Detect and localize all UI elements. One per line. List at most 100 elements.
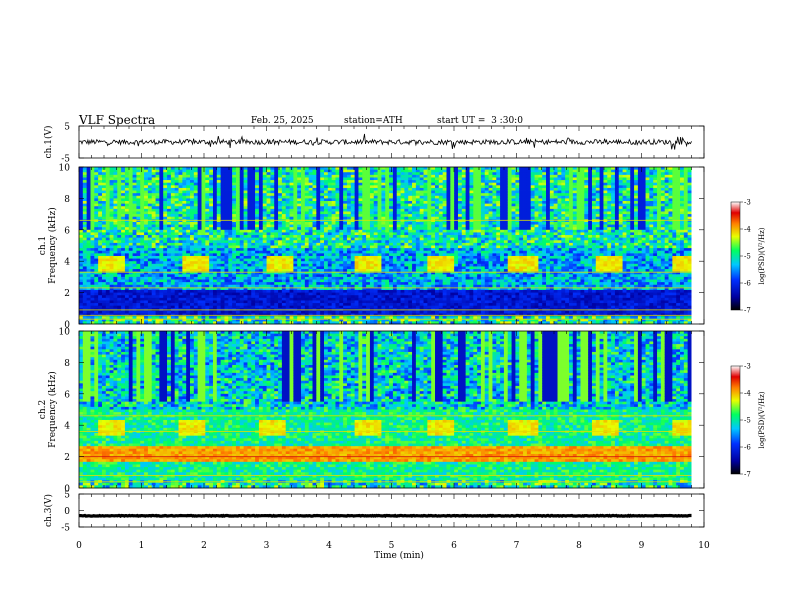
spectrogram-cell bbox=[270, 256, 274, 259]
spectrogram-cell bbox=[381, 264, 385, 267]
spectrogram-cell bbox=[328, 300, 332, 303]
spectrogram-cell bbox=[381, 303, 385, 306]
spectrogram-cell bbox=[121, 201, 125, 204]
spectrogram-cell bbox=[94, 217, 98, 220]
spectrogram-cell bbox=[117, 246, 121, 249]
spectrogram-cell bbox=[286, 282, 290, 285]
spectrogram-cell bbox=[270, 204, 274, 207]
spectrogram-cell bbox=[148, 266, 152, 269]
spectrogram-cell bbox=[309, 256, 313, 259]
spectrogram-cell bbox=[309, 167, 313, 170]
spectrogram-cell bbox=[121, 253, 125, 256]
spectrogram-cell bbox=[324, 266, 328, 269]
spectrogram-cell bbox=[79, 266, 83, 269]
spectrogram-cell bbox=[133, 183, 137, 186]
spectrogram-cell bbox=[186, 316, 190, 319]
spectrogram-cell bbox=[259, 227, 263, 230]
spectrogram-cell bbox=[175, 230, 179, 233]
spectrogram-cell bbox=[205, 193, 209, 196]
spectrogram-cell bbox=[186, 277, 190, 280]
spectrogram-cell bbox=[83, 191, 87, 194]
spectrogram-cell bbox=[110, 183, 114, 186]
spectrogram-cell bbox=[167, 261, 171, 264]
spectrogram-cell bbox=[136, 211, 140, 214]
spectrogram-cell bbox=[133, 266, 137, 269]
spectrogram-cell bbox=[224, 232, 228, 235]
spectrogram-cell bbox=[102, 269, 106, 272]
spectrogram-cell bbox=[293, 277, 297, 280]
spectrogram-cell bbox=[244, 290, 248, 293]
spectrogram-cell bbox=[171, 264, 175, 267]
spectrogram-cell bbox=[263, 256, 267, 259]
spectrogram-cell bbox=[378, 285, 382, 288]
spectrogram-cell bbox=[244, 306, 248, 309]
spectrogram-cell bbox=[209, 232, 213, 235]
spectrogram-cell bbox=[259, 172, 263, 175]
spectrogram-cell bbox=[259, 185, 263, 188]
spectrogram-cell bbox=[316, 180, 320, 183]
spectrogram-cell bbox=[171, 193, 175, 196]
spectrogram-cell bbox=[175, 259, 179, 262]
spectrogram-cell bbox=[98, 175, 102, 178]
spectrogram-cell bbox=[136, 177, 140, 180]
spectrogram-cell bbox=[140, 274, 144, 277]
spectrogram-cell bbox=[213, 172, 217, 175]
spectrogram-cell bbox=[259, 193, 263, 196]
spectrogram-cell bbox=[251, 311, 255, 314]
spectrogram-cell bbox=[202, 225, 206, 228]
spectrogram-cell bbox=[121, 230, 125, 233]
spectrogram-cell bbox=[282, 240, 286, 243]
spectrogram-cell bbox=[144, 298, 148, 301]
spectrogram-cell bbox=[94, 235, 98, 238]
spectrogram-cell bbox=[148, 274, 152, 277]
spectrogram-cell bbox=[190, 277, 194, 280]
spectrogram-cell bbox=[385, 253, 389, 256]
spectrogram-cell bbox=[144, 285, 148, 288]
spectrogram-cell bbox=[259, 248, 263, 251]
spectrogram-cell bbox=[355, 177, 359, 180]
spectrogram-cell bbox=[378, 217, 382, 220]
spectrogram-cell bbox=[278, 269, 282, 272]
spectrogram-cell bbox=[194, 222, 198, 225]
spectrogram-cell bbox=[228, 269, 232, 272]
spectrogram-cell bbox=[263, 253, 267, 256]
spectrogram-cell bbox=[94, 266, 98, 269]
spectrogram-cell bbox=[94, 193, 98, 196]
spectrogram-cell bbox=[167, 170, 171, 173]
spectrogram-cell bbox=[136, 222, 140, 225]
spectrogram-cell bbox=[293, 274, 297, 277]
spectrogram-cell bbox=[290, 306, 294, 309]
spectrogram-cell bbox=[98, 251, 102, 254]
spectrogram-cell bbox=[186, 306, 190, 309]
spectrogram-cell bbox=[102, 306, 106, 309]
spectrogram-cell bbox=[251, 198, 255, 201]
spectrogram-cell bbox=[324, 285, 328, 288]
spectrogram-cell bbox=[286, 185, 290, 188]
spectrogram-cell bbox=[156, 311, 160, 314]
spectrogram-cell bbox=[320, 306, 324, 309]
spectrogram-cell bbox=[309, 206, 313, 209]
spectrogram-cell bbox=[232, 172, 236, 175]
spectrogram-cell bbox=[121, 235, 125, 238]
spectrogram-cell bbox=[339, 204, 343, 207]
spectrogram-cell bbox=[144, 196, 148, 199]
spectrogram-cell bbox=[144, 175, 148, 178]
spectrogram-cell bbox=[144, 214, 148, 217]
spectrogram-cell bbox=[351, 280, 355, 283]
spectrogram-cell bbox=[106, 264, 110, 267]
spectrogram-cell bbox=[267, 248, 271, 251]
spectrogram-cell bbox=[335, 167, 339, 170]
spectrogram-cell bbox=[313, 266, 317, 269]
spectrogram-cell bbox=[297, 261, 301, 264]
spectrogram-cell bbox=[171, 274, 175, 277]
spectrogram-cell bbox=[255, 183, 259, 186]
spectrogram-cell bbox=[247, 293, 251, 296]
spectrogram-cell bbox=[221, 256, 225, 259]
spectrogram-cell bbox=[301, 285, 305, 288]
spectrogram-cell bbox=[159, 253, 163, 256]
spectrogram-cell bbox=[255, 248, 259, 251]
spectrogram-cell bbox=[355, 290, 359, 293]
spectrogram-cell bbox=[240, 316, 244, 319]
spectrogram-cell bbox=[358, 300, 362, 303]
spectrogram-cell bbox=[87, 248, 91, 251]
